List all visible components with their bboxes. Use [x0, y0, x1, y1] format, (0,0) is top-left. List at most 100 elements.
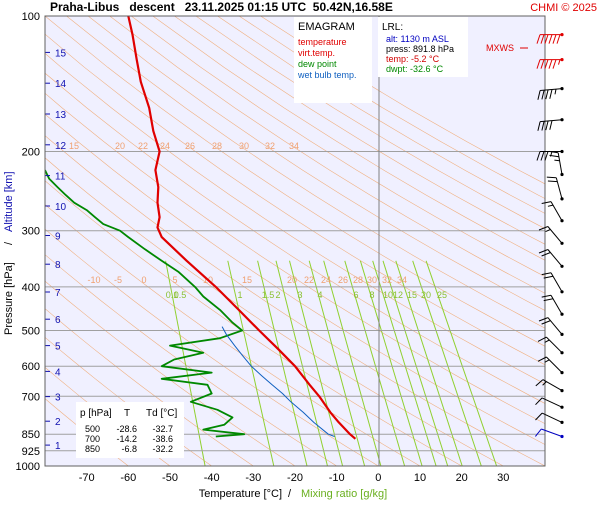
- pressure-tick: 200: [22, 147, 40, 159]
- x-axis-separator: /: [288, 488, 292, 500]
- pressure-tick: 400: [22, 282, 40, 294]
- mixing-ratio-label: 2: [275, 290, 280, 300]
- wind-barb-station: [560, 435, 563, 438]
- table-row-1-td: -32.7: [152, 424, 173, 434]
- temperature-tick: 30: [497, 472, 509, 484]
- wind-barb-shaft: [548, 227, 562, 244]
- wind-barb-station: [560, 219, 563, 222]
- mixing-ratio-label: 4: [317, 290, 322, 300]
- wind-barb-flag: [553, 35, 556, 44]
- lrl-pressure: press: 891.8 hPa: [386, 44, 454, 54]
- wind-barb-station: [560, 33, 563, 36]
- wind-barb-shaft: [551, 202, 562, 221]
- mixing-ratio-label: 10: [383, 290, 393, 300]
- mxws-label: MXWS: [486, 43, 514, 53]
- table-row-1-t: -28.6: [116, 424, 137, 434]
- wind-barb-station: [560, 197, 563, 200]
- mixing-ratio-label: 8: [369, 290, 374, 300]
- wind-barb: [547, 177, 564, 200]
- adiabat-label: 26: [338, 275, 348, 285]
- wind-barb-flag: [549, 35, 552, 44]
- altitude-label: 12: [55, 141, 67, 152]
- table-header-p: p [hPa]: [80, 408, 112, 419]
- table-header-td: Td [°C]: [146, 408, 177, 419]
- temperature-tick: -60: [120, 472, 136, 484]
- altitude-label: 4: [55, 367, 61, 378]
- table-row-3-t: -6.8: [121, 444, 137, 454]
- wind-barb-station: [560, 173, 563, 176]
- altitude-label: 5: [55, 342, 61, 353]
- altitude-label: 11: [55, 172, 66, 183]
- adiabat-label: 28: [353, 275, 363, 285]
- legend: EMAGRAM temperature virt.temp. dew point…: [294, 17, 372, 103]
- wind-barb-shaft: [543, 380, 562, 391]
- wind-barb-shaft: [548, 250, 562, 267]
- chart-title: Praha-Libus descent 23.11.2025 01:15 UTC…: [50, 0, 393, 14]
- altitude-label: 8: [55, 260, 61, 271]
- legend-item-dew-point: dew point: [298, 59, 337, 69]
- wind-barb-station: [560, 58, 563, 61]
- wind-barb-flag: [557, 35, 560, 44]
- temperature-tick: 20: [456, 472, 468, 484]
- wind-barb-station: [560, 371, 563, 374]
- wind-barb-station: [560, 351, 563, 354]
- wind-barb-flag: [547, 177, 557, 178]
- wind-barb-half-flag: [555, 89, 556, 94]
- table-row-2-p: 700: [85, 434, 100, 444]
- wind-barb-station: [560, 313, 563, 316]
- adiabat-label: 28: [212, 141, 222, 151]
- x-axis-title-temperature: Temperature [°C]: [199, 488, 282, 500]
- pressure-tick: 100: [22, 11, 40, 23]
- adiabat-label: 32: [265, 141, 275, 151]
- adiabat-label: 30: [367, 275, 377, 285]
- altitude-label: 2: [55, 417, 61, 428]
- wind-barb-station: [560, 150, 563, 153]
- temperature-tick: 0: [375, 472, 381, 484]
- temperature-tick: -30: [245, 472, 261, 484]
- mixing-ratio-label: 20: [421, 290, 431, 300]
- legend-item-virtual-temperature: virt.temp.: [298, 48, 335, 58]
- altitude-label: 7: [55, 288, 61, 299]
- wind-barb-flag: [553, 60, 556, 69]
- pressure-tick: 600: [22, 361, 40, 373]
- wind-barb-station: [560, 242, 563, 245]
- adiabat-label: 22: [138, 141, 148, 151]
- x-axis-title-mixing-ratio: Mixing ratio [g/kg]: [301, 488, 387, 500]
- adiabat-label: 24: [160, 141, 170, 151]
- wind-barb-flag: [549, 60, 552, 69]
- lrl-temperature: temp: -5.2 °C: [386, 54, 440, 64]
- wind-barb-flag: [546, 121, 548, 130]
- pressure-tick: 1000: [16, 461, 40, 473]
- table-row-3-p: 850: [85, 444, 100, 454]
- wind-barb-station: [560, 421, 563, 424]
- adiabat-label: 15: [242, 275, 252, 285]
- altitude-label: 9: [55, 232, 61, 243]
- wind-barb-shaft: [548, 318, 562, 335]
- wind-barb-shaft: [558, 153, 562, 175]
- wind-barb-station: [560, 118, 563, 121]
- lrl-dewpoint: dwpt: -32.6 °C: [386, 64, 444, 74]
- temperature-tick: 10: [414, 472, 426, 484]
- temperature-tick: -40: [204, 472, 220, 484]
- wind-barb-station: [560, 87, 563, 90]
- lrl-title: LRL:: [382, 22, 403, 33]
- mixing-ratio-label: 3: [297, 290, 302, 300]
- mixing-ratio-label: 0.5: [174, 290, 187, 300]
- mixing-ratio-label: 6: [353, 290, 358, 300]
- mixing-ratio-label: 12: [393, 290, 403, 300]
- altitude-label: 15: [55, 48, 67, 59]
- pressure-tick: 850: [22, 429, 40, 441]
- temperature-tick: -20: [287, 472, 303, 484]
- wind-barb-flag: [550, 121, 552, 130]
- temperature-tick: -50: [162, 472, 178, 484]
- wind-barb-shaft: [551, 273, 562, 292]
- adiabat-label: 32: [382, 275, 392, 285]
- adiabat-label: 24: [321, 275, 331, 285]
- altitude-label: 1: [55, 441, 61, 452]
- wind-barb-half-flag: [548, 205, 553, 206]
- pressure-tick: 925: [22, 446, 40, 458]
- table-row-2-td: -38.6: [152, 434, 173, 444]
- adiabat-label: -10: [87, 275, 100, 285]
